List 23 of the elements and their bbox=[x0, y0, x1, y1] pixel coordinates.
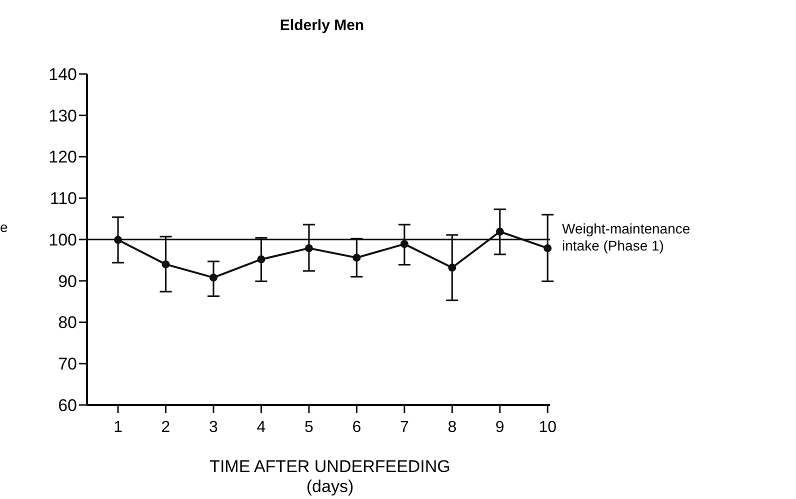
x-axis-title: TIME AFTER UNDERFEEDING (days) bbox=[210, 457, 450, 496]
x-tick-label: 8 bbox=[448, 419, 457, 436]
x-tick-label: 6 bbox=[352, 419, 362, 436]
ref-line-label: Weight-maintenance intake (Phase 1) bbox=[562, 220, 690, 254]
y-tick-label: 60 bbox=[58, 396, 77, 415]
x-tick-label: 10 bbox=[538, 419, 557, 436]
y-tick-label: 70 bbox=[58, 354, 77, 374]
x-tick-label: 1 bbox=[114, 419, 123, 436]
y-axis-title: e bbox=[0, 219, 8, 235]
y-tick-label: 80 bbox=[58, 313, 77, 332]
y-tick-label: 130 bbox=[48, 106, 77, 126]
y-tick-label: 110 bbox=[50, 189, 77, 208]
x-tick-label: 5 bbox=[304, 419, 314, 436]
y-tick-label: 140 bbox=[48, 64, 77, 84]
x-tick-label: 3 bbox=[209, 419, 218, 436]
x-tick-label: 4 bbox=[256, 419, 266, 436]
y-tick-label: 120 bbox=[48, 148, 77, 167]
x-tick-label: 7 bbox=[400, 419, 409, 436]
y-tick-label: 90 bbox=[58, 272, 77, 291]
y-tick-label: 100 bbox=[48, 230, 77, 250]
x-tick-label: 2 bbox=[161, 419, 170, 436]
x-tick-label: 9 bbox=[495, 419, 504, 436]
chart-title: Elderly Men bbox=[280, 17, 364, 34]
